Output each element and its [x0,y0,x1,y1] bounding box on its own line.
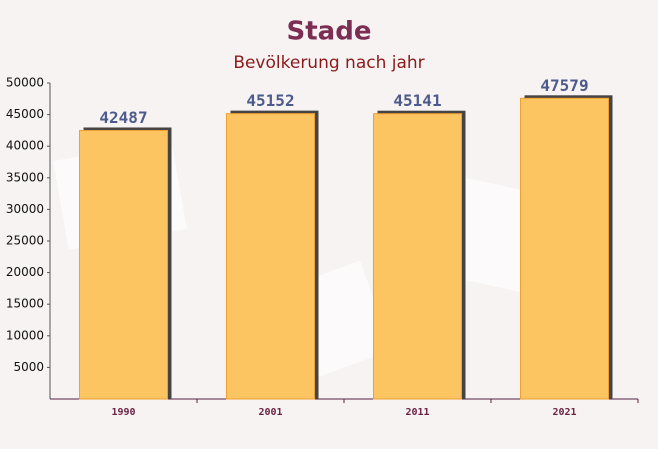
bar [226,113,315,400]
bar [520,97,609,400]
x-tick-label: 2011 [405,407,429,418]
bar [79,129,168,400]
value-label: 45141 [393,91,441,110]
y-tick-label: 30000 [6,202,44,216]
x-tick-label: 1990 [111,407,135,418]
y-tick-label: 10000 [6,328,44,342]
y-tick-label: 45000 [6,107,44,121]
y-tick-label: 20000 [6,265,44,279]
y-tick-label: 5000 [13,360,44,374]
value-label: 47579 [540,76,588,95]
chart-title: Stade [287,17,372,47]
bar [373,113,462,400]
y-tick-label: 15000 [6,297,44,311]
chart-subtitle: Bevölkerung nach jahr [233,53,424,73]
y-tick-label: 40000 [6,139,44,153]
x-tick-label: 2021 [552,407,576,418]
value-label: 45152 [246,91,294,110]
y-tick-label: 50000 [6,76,44,90]
x-tick-label: 2001 [258,407,282,418]
y-tick-label: 35000 [6,170,44,184]
y-tick-label: 25000 [6,234,44,248]
value-label: 42487 [99,108,147,127]
